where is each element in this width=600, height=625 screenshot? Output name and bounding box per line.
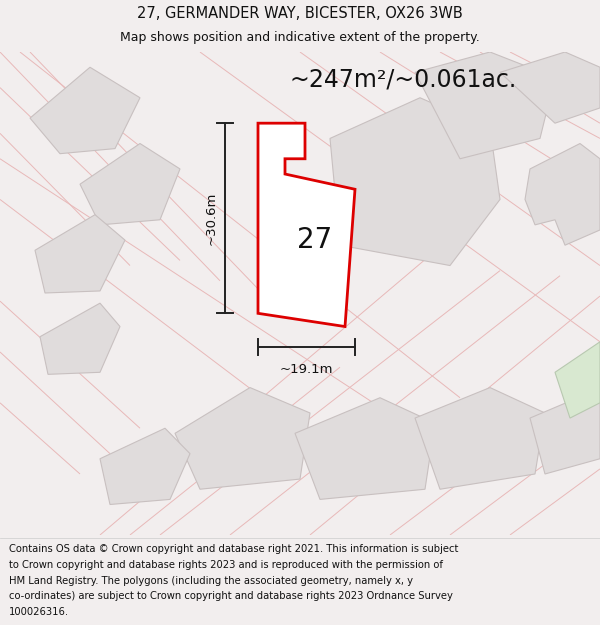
Polygon shape — [530, 392, 600, 474]
Polygon shape — [80, 144, 180, 225]
Polygon shape — [330, 98, 500, 266]
Text: 100026316.: 100026316. — [9, 607, 69, 617]
Polygon shape — [500, 52, 600, 123]
Polygon shape — [100, 428, 190, 504]
Polygon shape — [295, 398, 435, 499]
Polygon shape — [35, 215, 125, 293]
Text: 27, GERMANDER WAY, BICESTER, OX26 3WB: 27, GERMANDER WAY, BICESTER, OX26 3WB — [137, 6, 463, 21]
Text: ~30.6m: ~30.6m — [205, 192, 218, 245]
Polygon shape — [258, 123, 355, 326]
Text: co-ordinates) are subject to Crown copyright and database rights 2023 Ordnance S: co-ordinates) are subject to Crown copyr… — [9, 591, 453, 601]
Polygon shape — [525, 144, 600, 245]
Polygon shape — [30, 68, 140, 154]
Polygon shape — [175, 388, 310, 489]
Text: ~19.1m: ~19.1m — [280, 362, 333, 376]
Text: Map shows position and indicative extent of the property.: Map shows position and indicative extent… — [120, 31, 480, 44]
Polygon shape — [555, 342, 600, 418]
Polygon shape — [40, 303, 120, 374]
Polygon shape — [415, 52, 555, 159]
Text: Contains OS data © Crown copyright and database right 2021. This information is : Contains OS data © Crown copyright and d… — [9, 544, 458, 554]
Polygon shape — [415, 388, 545, 489]
Text: ~247m²/~0.061ac.: ~247m²/~0.061ac. — [290, 68, 517, 91]
Text: HM Land Registry. The polygons (including the associated geometry, namely x, y: HM Land Registry. The polygons (includin… — [9, 576, 413, 586]
Text: to Crown copyright and database rights 2023 and is reproduced with the permissio: to Crown copyright and database rights 2… — [9, 560, 443, 570]
Text: 27: 27 — [298, 226, 332, 254]
